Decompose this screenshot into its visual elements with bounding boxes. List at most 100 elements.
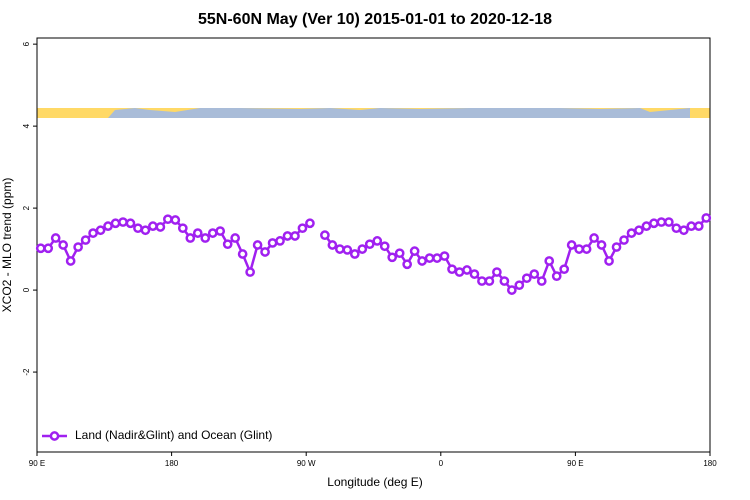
data-point — [469, 269, 480, 279]
data-point — [686, 221, 697, 231]
data-point — [252, 240, 263, 250]
y-tick-label: -2 — [22, 368, 31, 376]
data-point — [514, 280, 525, 291]
y-tick-label: 2 — [22, 205, 31, 210]
legend-marker — [49, 431, 60, 441]
map-ocean — [108, 108, 690, 118]
data-point — [185, 233, 196, 243]
data-point — [604, 256, 614, 266]
data-point — [275, 236, 285, 246]
data-point — [103, 221, 113, 231]
x-tick-label: 90 E — [567, 459, 583, 468]
data-point — [454, 267, 465, 277]
data-point — [118, 217, 128, 227]
data-point — [207, 228, 218, 238]
x-tick-label: 0 — [439, 459, 444, 468]
data-point — [566, 240, 577, 250]
data-point — [671, 223, 682, 234]
data-point — [170, 215, 181, 225]
data-point — [163, 214, 173, 225]
data-point — [432, 253, 442, 263]
map-strip — [37, 108, 710, 118]
data-point — [364, 239, 375, 250]
data-point — [327, 240, 338, 250]
legend-label: Land (Nadir&Glint) and Ocean (Glint) — [75, 428, 272, 442]
data-point — [649, 218, 659, 229]
data-point — [581, 244, 592, 254]
y-tick-label: 6 — [22, 41, 31, 46]
data-point — [521, 273, 532, 284]
data-point — [447, 264, 457, 275]
data-point — [320, 230, 330, 241]
data-point — [58, 240, 69, 250]
data-point — [80, 235, 91, 245]
data-point — [297, 223, 308, 234]
x-tick-label: 90 E — [29, 459, 45, 468]
data-point — [245, 267, 255, 277]
data-point — [492, 267, 502, 277]
data-point — [574, 244, 584, 254]
data-point — [417, 256, 427, 266]
data-point — [133, 223, 143, 234]
data-point — [619, 235, 629, 245]
y-tick-label: 0 — [22, 287, 31, 292]
data-point — [544, 256, 555, 266]
data-point — [701, 213, 712, 223]
data-point — [634, 225, 644, 236]
data-point — [596, 240, 607, 250]
data-point — [125, 218, 136, 229]
data-point — [589, 233, 599, 243]
data-point — [536, 276, 547, 286]
data-point — [499, 276, 510, 286]
x-tick-label: 180 — [165, 459, 179, 468]
data-point — [611, 242, 622, 252]
x-tick-label: 90 W — [297, 459, 316, 468]
data-point — [35, 243, 46, 254]
data-point — [551, 271, 562, 282]
data-point — [349, 249, 360, 259]
data-point — [439, 251, 450, 261]
data-point — [140, 225, 151, 236]
data-point — [477, 276, 487, 286]
y-tick-label: 4 — [22, 123, 31, 128]
data-point — [177, 223, 188, 234]
data-point — [43, 243, 54, 254]
chart-title: 55N-60N May (Ver 10) 2015-01-01 to 2020-… — [198, 11, 552, 28]
data-point — [335, 244, 345, 254]
data-point — [95, 225, 106, 236]
y-axis-label: XCO2 - MLO trend (ppm) — [0, 178, 14, 313]
data-point — [559, 264, 570, 275]
data-point — [342, 245, 353, 255]
data-point — [215, 226, 226, 236]
data-point — [73, 242, 83, 252]
data-point — [484, 276, 495, 286]
data-point — [305, 218, 315, 229]
data-point — [267, 238, 278, 248]
data-point — [110, 218, 121, 229]
data-point — [237, 249, 248, 259]
data-point — [402, 259, 412, 270]
data-point — [155, 222, 166, 232]
data-point — [506, 285, 517, 295]
data-point — [626, 228, 637, 238]
data-point — [148, 221, 158, 231]
data-point — [424, 253, 435, 263]
data-point — [462, 265, 472, 275]
data-point — [656, 217, 667, 227]
data-point — [260, 247, 270, 257]
data-point — [379, 241, 390, 252]
data-point — [192, 228, 203, 238]
data-point — [678, 225, 689, 236]
data-point — [372, 236, 383, 246]
data-point — [693, 221, 704, 231]
data-point — [641, 221, 652, 231]
data-point — [664, 217, 674, 227]
data-point — [529, 269, 540, 279]
data-point — [290, 231, 300, 241]
data-point — [230, 233, 241, 243]
data-point — [65, 256, 76, 266]
data-point — [282, 231, 293, 241]
data-point — [387, 252, 398, 263]
